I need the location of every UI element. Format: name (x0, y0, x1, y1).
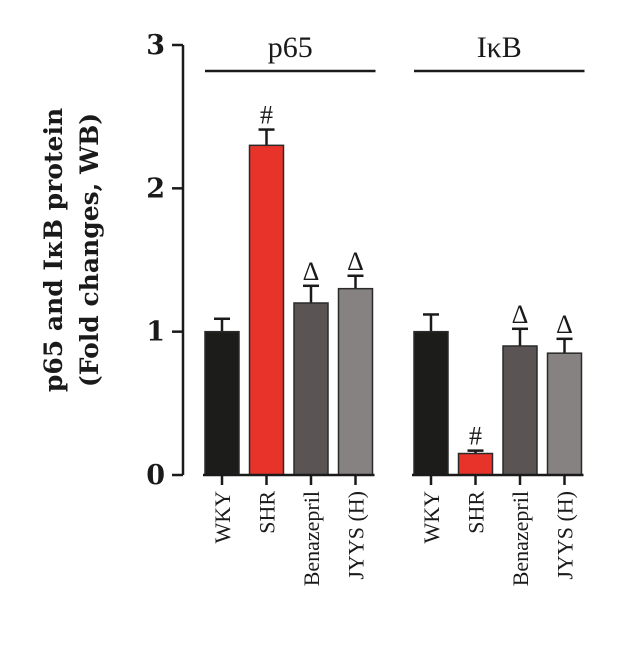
x-tick-label: JYYS (H) (553, 491, 578, 580)
x-tick-label: SHR (464, 491, 489, 534)
bar (204, 330, 240, 476)
y-tick-label: 3 (146, 30, 165, 61)
significance-annotation: Δ (512, 300, 529, 329)
group-label: IκB (477, 31, 522, 64)
bar (457, 452, 494, 476)
x-tick-label: WKY (210, 491, 235, 544)
significance-annotation: Δ (303, 257, 320, 286)
significance-annotation: # (469, 422, 482, 451)
y-tick-label: 0 (146, 460, 165, 491)
bar (413, 330, 449, 476)
y-axis-label-line: p65 and IκB protein (39, 108, 68, 392)
bar (546, 352, 583, 476)
bar (502, 345, 538, 476)
bar (248, 144, 285, 476)
x-tick-label: Benazepril (299, 491, 324, 586)
x-tick-label: WKY (419, 491, 444, 544)
y-axis: 0 1 2 3 (146, 30, 185, 491)
bar-group: p65 WKY # SHR Δ Benazepril Δ JYYS (H) (203, 31, 376, 586)
y-axis-label: p65 and IκB protein (Fold changes, WB) (39, 108, 104, 392)
x-tick-label: JYYS (H) (344, 491, 369, 580)
bar (337, 287, 374, 476)
bar-groups: p65 WKY # SHR Δ Benazepril Δ JYYS (H) IκB WKY # SHR… (203, 31, 585, 586)
x-tick-label: SHR (255, 491, 280, 534)
significance-annotation: Δ (556, 310, 573, 339)
y-tick-label: 1 (146, 317, 165, 348)
bar-group: IκB WKY # SHR Δ Benazepril Δ JYYS (H) (412, 31, 585, 586)
y-tick-label: 2 (146, 173, 165, 204)
x-tick-label: Benazepril (508, 491, 533, 586)
significance-annotation: # (260, 101, 273, 130)
bar (293, 302, 329, 476)
y-axis-label-line: (Fold changes, WB) (75, 113, 104, 387)
significance-annotation: Δ (347, 247, 364, 276)
group-label: p65 (268, 31, 313, 64)
